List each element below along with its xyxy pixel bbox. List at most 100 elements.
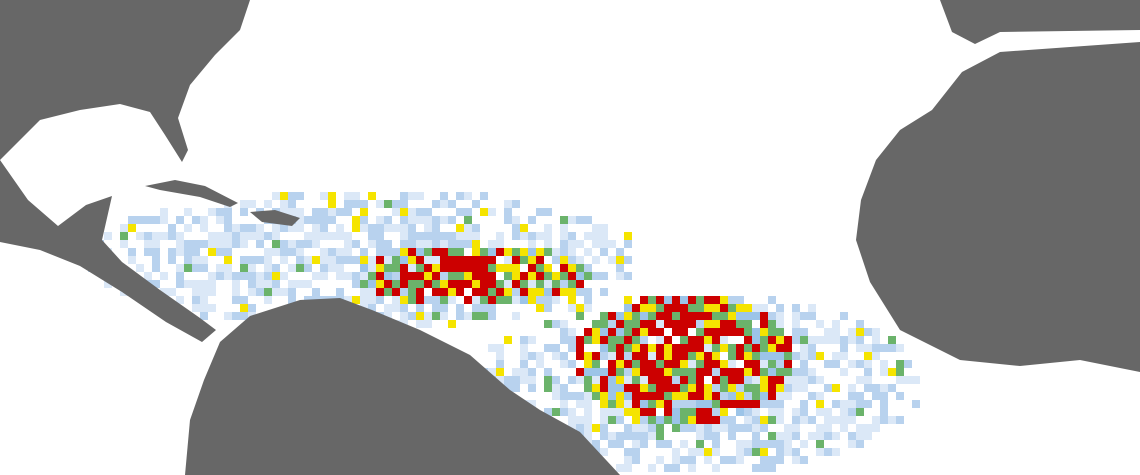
- high-density-cell: [368, 280, 376, 288]
- low-density-cell: [368, 264, 376, 272]
- high-density-cell: [720, 408, 728, 416]
- mid-density-cell: [416, 312, 424, 320]
- high-density-cell: [648, 360, 656, 368]
- high-density-cell: [480, 296, 488, 304]
- high-density-cell: [480, 288, 488, 296]
- low-density-cell: [648, 424, 656, 432]
- low-density-cell: [768, 400, 776, 408]
- high-density-cell: [760, 336, 768, 344]
- cuba: [145, 180, 238, 207]
- high-density-cell: [664, 360, 672, 368]
- low-density-cell: [264, 272, 272, 280]
- low-density-cell: [272, 232, 280, 240]
- low-density-cell: [168, 248, 176, 256]
- low-density-cell: [392, 224, 400, 232]
- low-density-cell: [832, 448, 840, 456]
- low-density-cell: [608, 440, 616, 448]
- high-density-cell: [512, 248, 520, 256]
- high-density-cell: [624, 304, 632, 312]
- high-density-cell: [560, 272, 568, 280]
- low-density-cell: [240, 256, 248, 264]
- low-density-cell: [480, 304, 488, 312]
- low-density-cell: [776, 320, 784, 328]
- high-density-cell: [672, 320, 680, 328]
- high-density-cell: [712, 328, 720, 336]
- high-density-cell: [512, 280, 520, 288]
- high-density-cell: [640, 296, 648, 304]
- high-density-cell: [680, 416, 688, 424]
- low-density-cell: [176, 240, 184, 248]
- low-density-cell: [496, 376, 504, 384]
- low-density-cell: [728, 416, 736, 424]
- low-density-cell: [232, 240, 240, 248]
- low-density-cell: [320, 216, 328, 224]
- low-density-cell: [568, 376, 576, 384]
- high-density-cell: [680, 296, 688, 304]
- low-density-cell: [832, 352, 840, 360]
- low-density-cell: [192, 304, 200, 312]
- low-density-cell: [240, 240, 248, 248]
- high-density-cell: [736, 368, 744, 376]
- high-density-cell: [392, 264, 400, 272]
- low-density-cell: [176, 232, 184, 240]
- low-density-cell: [712, 424, 720, 432]
- high-density-cell: [752, 328, 760, 336]
- mid-density-cell: [328, 200, 336, 208]
- low-density-cell: [424, 296, 432, 304]
- low-density-cell: [752, 440, 760, 448]
- mid-density-cell: [224, 256, 232, 264]
- high-density-cell: [656, 352, 664, 360]
- low-density-cell: [496, 240, 504, 248]
- mid-density-cell: [464, 216, 472, 224]
- high-density-cell: [736, 312, 744, 320]
- low-density-cell: [136, 232, 144, 240]
- low-density-cell: [496, 232, 504, 240]
- high-density-cell: [632, 328, 640, 336]
- high-density-cell: [496, 248, 504, 256]
- low-density-cell: [864, 400, 872, 408]
- high-density-cell: [784, 360, 792, 368]
- high-density-cell: [696, 352, 704, 360]
- low-density-cell: [336, 264, 344, 272]
- high-density-cell: [632, 360, 640, 368]
- low-density-cell: [592, 256, 600, 264]
- low-density-cell: [368, 304, 376, 312]
- low-density-cell: [120, 240, 128, 248]
- low-density-cell: [288, 248, 296, 256]
- high-density-cell: [648, 344, 656, 352]
- low-density-cell: [840, 368, 848, 376]
- low-density-cell: [600, 272, 608, 280]
- low-density-cell: [544, 208, 552, 216]
- high-density-cell: [592, 384, 600, 392]
- low-density-cell: [456, 312, 464, 320]
- low-density-cell: [344, 296, 352, 304]
- high-density-cell: [368, 272, 376, 280]
- high-density-cell: [704, 400, 712, 408]
- mid-density-cell: [240, 264, 248, 272]
- low-density-cell: [352, 280, 360, 288]
- low-density-cell: [824, 328, 832, 336]
- low-density-cell: [296, 256, 304, 264]
- high-density-cell: [432, 288, 440, 296]
- low-density-cell: [400, 240, 408, 248]
- high-density-cell: [576, 272, 584, 280]
- high-density-cell: [640, 344, 648, 352]
- low-density-cell: [568, 232, 576, 240]
- low-density-cell: [712, 464, 720, 472]
- low-density-cell: [312, 224, 320, 232]
- low-density-cell: [152, 264, 160, 272]
- low-density-cell: [696, 424, 704, 432]
- high-density-cell: [376, 256, 384, 264]
- high-density-cell: [744, 368, 752, 376]
- low-density-cell: [424, 240, 432, 248]
- low-density-cell: [592, 232, 600, 240]
- low-density-cell: [280, 240, 288, 248]
- high-density-cell: [472, 280, 480, 288]
- mid-density-cell: [328, 192, 336, 200]
- high-density-cell: [664, 392, 672, 400]
- high-density-cell: [672, 384, 680, 392]
- low-density-cell: [272, 224, 280, 232]
- low-density-cell: [768, 440, 776, 448]
- low-density-cell: [440, 240, 448, 248]
- low-density-cell: [320, 248, 328, 256]
